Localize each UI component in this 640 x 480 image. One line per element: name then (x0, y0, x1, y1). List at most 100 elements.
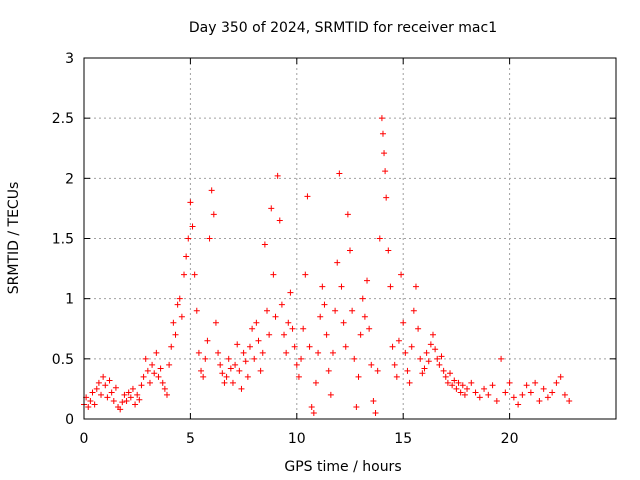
data-point (544, 394, 551, 401)
data-point (291, 343, 298, 350)
data-point (117, 406, 124, 413)
y-tick-label: 2.5 (52, 111, 74, 127)
data-point (272, 313, 279, 320)
data-point (536, 397, 543, 404)
data-point (246, 343, 253, 350)
data-point (253, 319, 260, 326)
data-point (281, 331, 288, 338)
data-point (395, 337, 402, 344)
data-point (455, 379, 462, 386)
data-point (140, 373, 147, 380)
data-point (191, 271, 198, 278)
axis-ticks: 0 0.5 1 1.5 2 2.5 3 0 5 10 15 20 (52, 51, 616, 447)
data-point (374, 367, 381, 374)
data-point (198, 367, 205, 374)
data-point (493, 397, 500, 404)
data-point (532, 379, 539, 386)
data-point (417, 355, 424, 362)
data-point (134, 391, 141, 398)
x-axis-label: GPS time / hours (284, 459, 401, 475)
data-point (204, 337, 211, 344)
data-point (234, 341, 241, 348)
data-point (302, 271, 309, 278)
data-point (274, 172, 281, 179)
data-point (378, 115, 385, 122)
data-point (527, 389, 534, 396)
data-point (459, 382, 466, 389)
data-point (153, 349, 160, 356)
data-point (440, 367, 447, 374)
y-tick-label: 1.5 (52, 232, 74, 248)
data-point (359, 295, 366, 302)
data-point (227, 365, 234, 372)
y-tick-label: 2 (65, 171, 74, 187)
data-point (85, 403, 92, 410)
data-point (142, 355, 149, 362)
data-point (215, 349, 222, 356)
data-point (327, 391, 334, 398)
data-point (381, 150, 388, 157)
data-point (95, 379, 102, 386)
data-point (102, 382, 109, 389)
data-point (266, 331, 273, 338)
data-point (298, 355, 305, 362)
data-point (168, 343, 175, 350)
data-point (176, 295, 183, 302)
data-point (476, 394, 483, 401)
data-point (349, 307, 356, 314)
data-point (404, 367, 411, 374)
data-point (468, 379, 475, 386)
data-point (368, 361, 375, 368)
data-point (506, 379, 513, 386)
data-points (81, 115, 573, 416)
data-point (93, 385, 100, 392)
data-point (212, 319, 219, 326)
data-point (289, 325, 296, 332)
data-point (364, 277, 371, 284)
data-point (119, 399, 126, 406)
data-point (370, 397, 377, 404)
data-point (251, 355, 258, 362)
data-point (306, 343, 313, 350)
data-point (325, 367, 332, 374)
data-point (423, 349, 430, 356)
data-point (415, 325, 422, 332)
data-point (376, 235, 383, 242)
data-point (300, 325, 307, 332)
data-point (87, 397, 94, 404)
data-point (308, 403, 315, 410)
data-point (355, 373, 362, 380)
data-point (129, 385, 136, 392)
data-point (323, 331, 330, 338)
data-point (510, 394, 517, 401)
data-point (166, 361, 173, 368)
y-tick-label: 0.5 (52, 352, 74, 368)
data-point (283, 349, 290, 356)
data-point (123, 397, 130, 404)
data-point (132, 401, 139, 408)
data-point (249, 325, 256, 332)
data-point (255, 337, 262, 344)
data-point (432, 346, 439, 353)
data-point (268, 205, 275, 212)
data-point (312, 379, 319, 386)
data-point (242, 358, 249, 365)
data-point (502, 389, 509, 396)
data-point (398, 271, 405, 278)
data-point (357, 331, 364, 338)
data-point (383, 194, 390, 201)
data-point (178, 313, 185, 320)
data-point (223, 373, 230, 380)
data-point (515, 401, 522, 408)
data-point (379, 130, 386, 137)
data-point (447, 370, 454, 377)
data-point (436, 361, 443, 368)
data-point (329, 349, 336, 356)
data-point (155, 373, 162, 380)
data-point (336, 170, 343, 177)
data-point (202, 355, 209, 362)
data-point (425, 358, 432, 365)
data-point (472, 389, 479, 396)
data-point (442, 373, 449, 380)
data-point (287, 289, 294, 296)
